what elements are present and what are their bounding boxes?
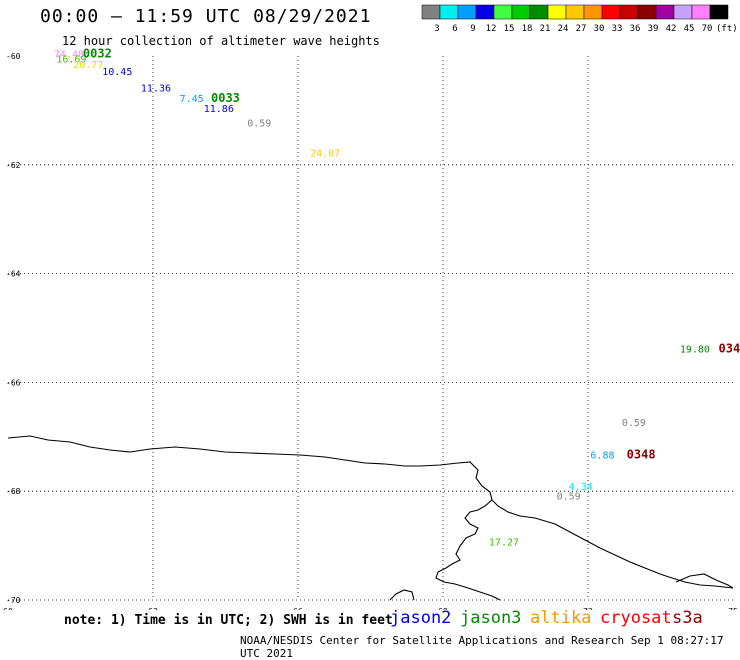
- y-tick-label: -68: [6, 487, 21, 496]
- coastline-fragment: [390, 590, 414, 600]
- y-tick-label: -66: [6, 378, 21, 387]
- wave-height-label: 24.07: [310, 149, 340, 160]
- coastline-east: [676, 574, 733, 588]
- y-tick-label: -60: [6, 52, 21, 61]
- satellite-legend-jason2: jason2: [390, 608, 451, 628]
- map-frame: [8, 56, 733, 600]
- map-plot: 606366697275-60-62-64-66-68-70 74.400032…: [0, 0, 740, 610]
- footer-credit: NOAA/NESDIS Center for Satellite Applica…: [240, 634, 740, 660]
- ice-shelf-inlet: [436, 500, 500, 600]
- x-tick-label: 75: [728, 607, 738, 610]
- wave-height-label: 11.86: [204, 104, 234, 115]
- y-tick-label: -62: [6, 161, 21, 170]
- map-gridlines: [8, 56, 733, 600]
- x-tick-label: 60: [3, 607, 13, 610]
- pass-time-label: 0032: [83, 47, 112, 61]
- satellite-legend-cryosat: cryosat: [600, 608, 672, 628]
- map-tick-labels: 606366697275-60-62-64-66-68-70: [3, 52, 738, 610]
- wave-height-label: 17.27: [489, 538, 519, 549]
- y-tick-label: -70: [6, 596, 21, 605]
- footer-note: note: 1) Time is in UTC; 2) SWH is in fe…: [64, 613, 393, 628]
- wave-height-label: 0.59: [247, 119, 271, 130]
- wave-height-label: 0.59: [622, 418, 646, 429]
- wave-height-label: 0.59: [557, 491, 581, 502]
- satellite-legend-altika: altika: [530, 608, 591, 628]
- x-tick-label: 66: [293, 607, 303, 610]
- antarctic-coastline: [8, 436, 733, 588]
- wave-height-label: 7.45: [180, 94, 204, 105]
- wave-height-label: 6.88: [590, 451, 614, 462]
- wave-height-label: 10.45: [102, 67, 132, 78]
- wave-height-label: 11.36: [141, 83, 171, 94]
- wave-height-label: 20.77: [73, 60, 103, 71]
- satellite-legend-jason3: jason3: [460, 608, 521, 628]
- satellite-legend-s3a: s3a: [672, 608, 703, 628]
- pass-time-label: 034: [719, 341, 740, 355]
- x-tick-label: 63: [148, 607, 158, 610]
- y-tick-label: -64: [6, 270, 21, 279]
- wave-height-label: 19.80: [680, 344, 710, 355]
- pass-time-label: 0348: [627, 448, 656, 462]
